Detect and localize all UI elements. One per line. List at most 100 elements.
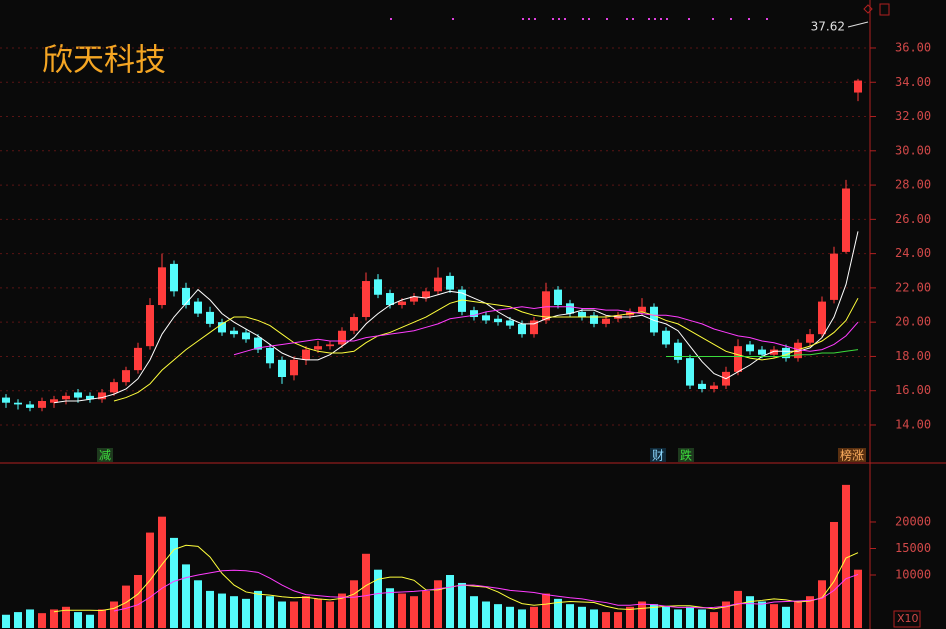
candle-body [518, 323, 526, 335]
volume-bar [254, 590, 262, 628]
candle-body [818, 301, 826, 335]
volume-bar [674, 609, 682, 628]
volume-bar [158, 516, 166, 628]
info-dot [666, 18, 668, 20]
candle-body [2, 397, 10, 403]
moving-average [666, 349, 859, 357]
candle-body [758, 349, 766, 355]
volume-bar [434, 580, 442, 628]
moving-average [113, 297, 859, 402]
y-tick-label: 34.00 [895, 75, 931, 89]
y-tick-label: 26.00 [895, 212, 931, 226]
volume-bar [326, 601, 334, 628]
candle-body [386, 293, 394, 306]
volume-bar [98, 609, 106, 628]
info-dot [582, 18, 584, 20]
volume-bar [410, 596, 418, 628]
candle-body [422, 291, 430, 299]
volume-bar [74, 612, 82, 628]
info-dot [632, 18, 634, 20]
info-dot [522, 18, 524, 20]
candle-body [326, 344, 334, 347]
volume-bar [50, 609, 58, 628]
y-tick-label: 14.00 [895, 417, 931, 431]
volume-bar [518, 609, 526, 628]
candle-body [662, 330, 670, 345]
info-dot [748, 18, 750, 20]
y-tick-label: 16.00 [895, 383, 931, 397]
candle-body [38, 400, 46, 408]
info-dot [712, 18, 714, 20]
candle-body [98, 392, 106, 400]
candle-body [74, 392, 82, 398]
volume-bar [578, 606, 586, 628]
volume-bar [458, 582, 466, 628]
info-dot [648, 18, 650, 20]
volume-bar [14, 612, 22, 628]
info-dot [730, 18, 732, 20]
max-price-arrow [847, 21, 869, 28]
event-label: 榜涨 [840, 448, 864, 463]
volume-bar [530, 606, 538, 628]
volume-bar [362, 553, 370, 628]
volume-bar [602, 612, 610, 628]
volume-bar [650, 604, 658, 628]
candle-body [698, 383, 706, 389]
candle-body [134, 347, 142, 371]
info-dot [528, 18, 530, 20]
event-badge [838, 448, 866, 462]
volume-bar [482, 601, 490, 628]
window-button[interactable] [879, 3, 890, 16]
y-tick-label: 10000 [895, 567, 931, 581]
volume-bar [626, 606, 634, 628]
volume-bar [494, 604, 502, 628]
volume-bar [818, 580, 826, 628]
info-dot [552, 18, 554, 20]
candle-body [554, 289, 562, 306]
candle-body [254, 337, 262, 350]
volume-bar [266, 596, 274, 628]
candle-body [146, 305, 154, 347]
volume-bar [110, 601, 118, 628]
y-tick-label: 20.00 [895, 315, 931, 329]
volume-bar [122, 585, 130, 628]
volume-bar [734, 590, 742, 628]
candle-body [350, 317, 358, 331]
y-tick-label: 32.00 [895, 109, 931, 123]
info-dot [534, 18, 536, 20]
volume-bar [182, 564, 190, 628]
y-tick-label: 15000 [895, 541, 931, 555]
candle-body [170, 263, 178, 292]
event-label: 跌 [680, 448, 692, 463]
moving-average [53, 231, 859, 404]
event-badge [678, 448, 694, 462]
candle-body [746, 344, 754, 352]
candle-body [686, 358, 694, 386]
volume-bar [422, 590, 430, 628]
volume-bar [446, 574, 454, 628]
volume-bar [314, 598, 322, 628]
volume-bar [662, 606, 670, 628]
candle-body [674, 342, 682, 360]
candle-body [62, 395, 70, 400]
candle-body [650, 306, 658, 333]
volume-bar [470, 596, 478, 628]
info-dot [452, 18, 454, 20]
y-tick-label: 36.00 [895, 40, 931, 54]
volume-unit: X10 [897, 612, 919, 625]
volume-bar [26, 609, 34, 628]
y-tick-label: 28.00 [895, 178, 931, 192]
volume-bar [794, 601, 802, 628]
candle-body [482, 315, 490, 321]
volume-bar [842, 484, 850, 628]
volume-bar [194, 580, 202, 628]
y-tick-label: 18.00 [895, 349, 931, 363]
info-dot [688, 18, 690, 20]
candle-body [602, 318, 610, 324]
volume-bar [506, 606, 514, 628]
diamond-button[interactable] [863, 4, 873, 14]
candle-body [446, 275, 454, 290]
volume-bar [566, 604, 574, 628]
